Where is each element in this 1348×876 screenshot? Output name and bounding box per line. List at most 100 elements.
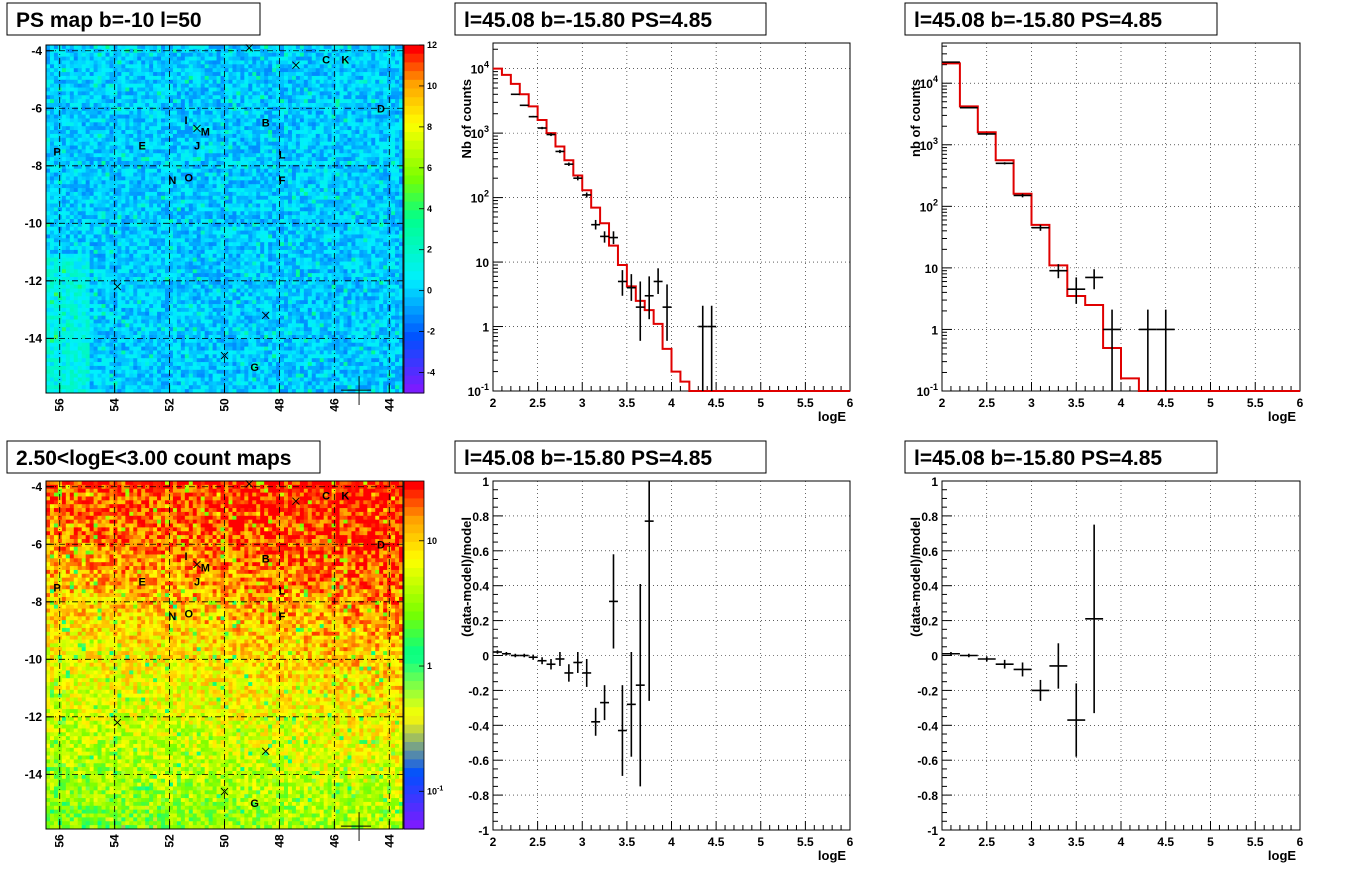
x-tick-label: 3 bbox=[1028, 835, 1035, 849]
x-tick-label: 3.5 bbox=[619, 396, 636, 410]
y-tick-label: 102 bbox=[920, 197, 938, 214]
x-tick-label: 4 bbox=[1118, 835, 1125, 849]
y-tick-label: -6 bbox=[31, 101, 42, 115]
z-tick-label: 2 bbox=[427, 245, 432, 255]
source-cross bbox=[220, 787, 229, 796]
plot-title-box bbox=[6, 2, 261, 36]
x-tick-label: 6 bbox=[1297, 396, 1304, 410]
plot-title: PS map b=-10 l=50 bbox=[16, 9, 202, 32]
source-label: E bbox=[138, 577, 145, 589]
z-tick-label: 10 bbox=[427, 536, 437, 546]
x-tick-label: 2 bbox=[490, 835, 497, 849]
heatmap-panel: 56 54 52 50 48 46 44 -4 -6 -8 -10 -12 -14 C K D I B MJ E P L N… bbox=[25, 480, 444, 848]
y-tick-label: 10-1 bbox=[917, 382, 938, 399]
x-tick-label: 2.5 bbox=[529, 835, 546, 849]
source-label: E bbox=[138, 141, 145, 153]
y-tick-label: 103 bbox=[471, 124, 489, 141]
y-axis-label: (data-model)/model bbox=[908, 517, 923, 637]
color-bar: 10 1 10-1 bbox=[403, 480, 443, 830]
source-label: C bbox=[322, 490, 330, 502]
plot-title-box bbox=[454, 440, 767, 474]
x-tick-label: 6 bbox=[1297, 835, 1304, 849]
x-tick-label: 50 bbox=[218, 398, 232, 412]
y-tick-label: -1 bbox=[927, 824, 938, 838]
color-bar-frame bbox=[403, 44, 425, 394]
x-tick-label: 3 bbox=[1028, 396, 1035, 410]
source-label: B bbox=[262, 118, 270, 130]
color-bar-frame bbox=[403, 480, 425, 830]
y-tick-label: -0.6 bbox=[468, 754, 489, 768]
x-tick-label: 4 bbox=[668, 396, 675, 410]
source-label: M bbox=[201, 562, 210, 574]
y-tick-label: -8 bbox=[31, 595, 42, 609]
z-tick-label: -2 bbox=[427, 327, 435, 337]
x-tick-label: 54 bbox=[108, 834, 122, 848]
y-tick-label: 1 bbox=[482, 475, 489, 489]
x-tick-label: 2.5 bbox=[529, 396, 546, 410]
z-tick-label: 6 bbox=[427, 163, 432, 173]
z-tick-label: 0 bbox=[427, 286, 432, 296]
plot-title: l=45.08 b=-15.80 PS=4.85 bbox=[464, 9, 712, 32]
x-tick-label: 46 bbox=[327, 834, 341, 848]
x-tick-label: 2 bbox=[939, 835, 946, 849]
x-tick-label: 5 bbox=[1207, 835, 1214, 849]
x-tick-label: 3 bbox=[579, 396, 586, 410]
source-label: M bbox=[201, 126, 210, 138]
source-cross bbox=[220, 351, 229, 360]
x-tick-label: 3.5 bbox=[619, 835, 636, 849]
y-tick-label: -4 bbox=[31, 480, 42, 494]
x-tick-label: 5.5 bbox=[797, 396, 814, 410]
source-label: P bbox=[53, 582, 60, 594]
plot-title-box bbox=[454, 2, 767, 36]
x-tick-label: 5.5 bbox=[1247, 396, 1264, 410]
x-tick-label: 44 bbox=[382, 834, 396, 848]
x-tick-label: 52 bbox=[163, 834, 177, 848]
heatmap-cells bbox=[46, 45, 404, 394]
y-tick-label: 10 bbox=[476, 256, 490, 270]
plot-title: l=45.08 b=-15.80 PS=4.85 bbox=[464, 447, 712, 470]
y-tick-label: 0.6 bbox=[472, 545, 489, 559]
x-axis-label: logE bbox=[818, 848, 846, 863]
y-tick-label: -0.8 bbox=[468, 789, 489, 803]
source-label: B bbox=[262, 554, 270, 566]
source-label: L bbox=[279, 585, 286, 597]
x-axis-label: logE bbox=[1268, 848, 1296, 863]
source-label: D bbox=[377, 539, 385, 551]
x-tick-label: 5 bbox=[757, 835, 764, 849]
x-tick-label: 52 bbox=[163, 398, 177, 412]
y-tick-label: 102 bbox=[471, 189, 489, 206]
y-tick-label: -0.2 bbox=[468, 684, 489, 698]
y-tick-label: -0.8 bbox=[917, 789, 938, 803]
y-tick-label: -10 bbox=[25, 652, 43, 666]
y-axis-label: nb of counts bbox=[908, 79, 923, 157]
x-tick-label: 5 bbox=[1207, 396, 1214, 410]
y-tick-label: -8 bbox=[31, 159, 42, 173]
x-tick-label: 4.5 bbox=[1157, 396, 1174, 410]
source-cross bbox=[292, 61, 300, 69]
x-tick-label: 6 bbox=[847, 835, 854, 849]
ps-position-marker bbox=[341, 376, 372, 405]
source-label: N bbox=[168, 175, 176, 187]
plot-title: l=45.08 b=-15.80 PS=4.85 bbox=[914, 9, 1162, 32]
source-cross bbox=[245, 480, 254, 488]
y-tick-label: 103 bbox=[920, 136, 938, 153]
model-histogram bbox=[493, 67, 850, 392]
source-cross bbox=[113, 282, 122, 291]
plot-title-box bbox=[6, 440, 321, 474]
source-label: K bbox=[341, 490, 349, 502]
y-tick-label: -10 bbox=[25, 216, 43, 230]
z-tick-label: 12 bbox=[427, 40, 437, 50]
y-tick-label: -14 bbox=[25, 331, 43, 345]
x-axis-label: logE bbox=[1268, 409, 1296, 424]
y-tick-label: -6 bbox=[31, 537, 42, 551]
y-tick-label: -1 bbox=[478, 824, 489, 838]
y-tick-label: -14 bbox=[25, 767, 43, 781]
x-tick-label: 5.5 bbox=[797, 835, 814, 849]
y-tick-label: -4 bbox=[31, 44, 42, 58]
x-tick-label: 2.5 bbox=[978, 835, 995, 849]
z-tick-label: 10 bbox=[427, 81, 437, 91]
y-tick-label: 0.4 bbox=[921, 580, 938, 594]
